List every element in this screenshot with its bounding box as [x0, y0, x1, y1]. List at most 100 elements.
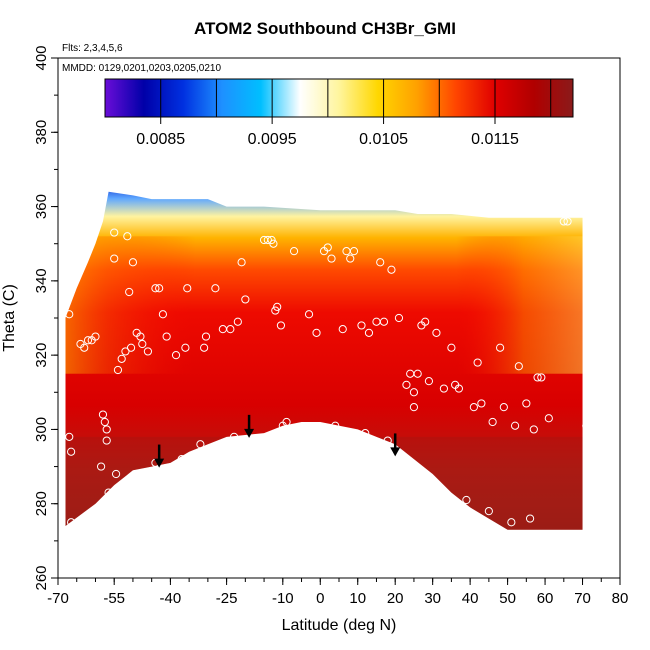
heatmap-field — [65, 191, 583, 530]
data-point — [263, 235, 272, 245]
data-point — [80, 343, 89, 352]
data-point — [126, 343, 136, 352]
data-point — [402, 380, 411, 389]
data-point — [477, 399, 486, 408]
colorbar-ticks: 0.0085 0.0095 0.0105 0.0115 — [136, 117, 519, 148]
data-point — [100, 417, 109, 427]
data-point — [128, 258, 138, 267]
data-point — [331, 421, 340, 430]
colorbar-dividers — [160, 79, 552, 117]
x-tick-label: -40 — [160, 590, 182, 607]
y-tick-label: 340 — [33, 268, 50, 293]
data-point — [104, 488, 113, 497]
chart-title: ATOM2 Southbound CH3Br_GMI — [194, 19, 456, 38]
data-point — [349, 247, 359, 256]
data-point — [379, 317, 389, 326]
y-tick-label: 360 — [33, 194, 50, 219]
data-point — [273, 302, 282, 311]
data-point — [241, 295, 250, 304]
data-point — [522, 399, 531, 408]
data-point — [65, 310, 74, 319]
data-point — [276, 321, 286, 330]
data-point — [514, 362, 523, 371]
data-point — [544, 414, 553, 423]
data-point — [65, 432, 74, 441]
data-point — [338, 325, 347, 334]
data-point — [364, 328, 374, 337]
data-point — [496, 343, 505, 352]
data-point — [387, 265, 396, 274]
data-point — [409, 403, 419, 412]
data-point — [138, 339, 147, 349]
colorbar: 0.0085 0.0095 0.0105 0.0115 — [104, 78, 574, 148]
down-arrow-icon — [154, 444, 165, 468]
y-tick-label: 260 — [33, 565, 50, 590]
data-point — [361, 429, 370, 438]
data-point — [155, 284, 164, 293]
down-arrow-icon — [390, 433, 401, 457]
data-point — [200, 343, 209, 352]
data-point — [424, 377, 434, 386]
data-point — [582, 421, 591, 430]
data-point — [323, 243, 332, 252]
data-point — [136, 332, 145, 341]
data-point — [98, 410, 108, 419]
x-tick-label: -25 — [216, 590, 238, 607]
down-arrow-icon — [244, 414, 255, 438]
data-point — [211, 284, 220, 293]
data-point — [383, 436, 392, 445]
data-point — [488, 417, 497, 427]
field-upper-gradient — [65, 236, 583, 374]
colorbar-tick-label: 0.0085 — [136, 131, 185, 148]
data-point — [432, 328, 441, 337]
data-point — [559, 217, 568, 226]
colorbar-tick-label: 0.0105 — [359, 131, 408, 148]
data-point — [106, 499, 115, 508]
x-tick-label: 50 — [499, 590, 516, 607]
data-point — [110, 254, 119, 263]
colorbar-tick-label: 0.0115 — [471, 131, 519, 148]
data-point — [447, 343, 456, 352]
data-point — [201, 332, 211, 341]
x-tick-label: -10 — [272, 590, 294, 607]
flights-note: Flts: 2,3,4,5,6 — [62, 43, 123, 54]
data-point — [454, 384, 463, 393]
data-point — [439, 384, 449, 393]
y-axis: 260 280 300 320 340 360 380 400 — [33, 45, 58, 591]
data-point — [111, 469, 121, 479]
data-point — [117, 354, 126, 363]
y-tick-label: 280 — [33, 491, 50, 516]
data-point — [484, 507, 493, 516]
data-point — [469, 403, 478, 412]
data-point — [67, 518, 76, 527]
data-point — [183, 284, 192, 293]
data-point — [473, 358, 482, 367]
data-point — [510, 421, 520, 430]
arrows — [154, 414, 401, 468]
y-tick-label: 300 — [33, 417, 50, 442]
data-point — [63, 291, 72, 300]
x-tick-label: 60 — [537, 590, 554, 607]
data-point — [563, 217, 572, 226]
data-point — [226, 325, 235, 334]
data-point — [229, 432, 239, 441]
data-point — [121, 347, 130, 356]
data-point — [376, 258, 385, 267]
data-point — [162, 332, 171, 341]
data-point — [91, 332, 100, 341]
data-point — [233, 317, 242, 326]
data-point — [327, 254, 336, 263]
data-point — [110, 228, 119, 237]
x-tick-label: -55 — [103, 590, 125, 607]
y-tick-label: 380 — [33, 120, 50, 145]
data-point — [507, 518, 516, 527]
data-point — [125, 287, 134, 297]
data-point — [158, 310, 168, 319]
data-points — [63, 217, 591, 527]
x-tick-label: 30 — [424, 590, 441, 607]
data-point — [533, 373, 542, 382]
x-tick-label: 40 — [462, 590, 479, 607]
data-point — [537, 373, 546, 382]
x-tick-label: 0 — [316, 590, 324, 607]
data-point — [421, 317, 430, 326]
